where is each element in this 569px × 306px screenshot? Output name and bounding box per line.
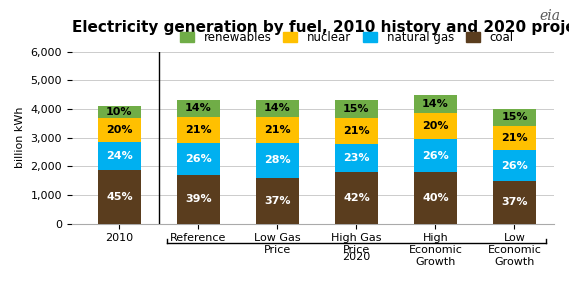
Text: 15%: 15%: [501, 112, 527, 122]
Text: 15%: 15%: [343, 104, 370, 114]
Bar: [493, 181, 536, 224]
Bar: [493, 151, 536, 181]
Text: 21%: 21%: [264, 125, 291, 135]
Bar: [493, 126, 536, 151]
Text: 14%: 14%: [264, 103, 291, 113]
Text: 28%: 28%: [264, 155, 291, 165]
Bar: [414, 139, 457, 172]
Text: 21%: 21%: [501, 133, 528, 143]
Bar: [176, 143, 220, 175]
Text: 42%: 42%: [343, 193, 370, 203]
Text: 21%: 21%: [343, 126, 370, 136]
Text: 26%: 26%: [501, 161, 528, 170]
Bar: [493, 109, 536, 126]
Text: 20%: 20%: [106, 125, 133, 135]
Text: 39%: 39%: [185, 194, 212, 204]
Text: 45%: 45%: [106, 192, 133, 202]
Bar: [255, 143, 299, 178]
Bar: [335, 118, 378, 144]
Text: 10%: 10%: [106, 107, 133, 118]
Bar: [255, 178, 299, 224]
Text: 21%: 21%: [185, 125, 212, 135]
Bar: [335, 100, 378, 118]
Y-axis label: billion kWh: billion kWh: [15, 107, 25, 168]
Bar: [414, 113, 457, 139]
Legend: renewables, nuclear, natural gas, coal: renewables, nuclear, natural gas, coal: [175, 26, 518, 49]
Text: 26%: 26%: [422, 151, 449, 161]
Bar: [98, 118, 141, 142]
Text: 37%: 37%: [501, 197, 527, 207]
Bar: [414, 95, 457, 113]
Bar: [335, 144, 378, 172]
Text: 40%: 40%: [422, 193, 449, 203]
Bar: [176, 175, 220, 224]
Text: 37%: 37%: [264, 196, 291, 206]
Text: 23%: 23%: [343, 153, 370, 163]
Bar: [255, 117, 299, 143]
Text: 2020: 2020: [343, 252, 370, 262]
Text: 24%: 24%: [106, 151, 133, 161]
Bar: [414, 172, 457, 224]
Text: 20%: 20%: [422, 121, 449, 131]
Bar: [255, 99, 299, 117]
Text: eia: eia: [539, 9, 560, 23]
Text: 26%: 26%: [185, 154, 212, 164]
Text: 14%: 14%: [185, 103, 212, 113]
Bar: [176, 117, 220, 143]
Bar: [98, 106, 141, 118]
Bar: [98, 170, 141, 224]
Text: Electricity generation by fuel, 2010 history and 2020 projection: Electricity generation by fuel, 2010 his…: [72, 20, 569, 35]
Bar: [335, 172, 378, 224]
Text: 14%: 14%: [422, 99, 449, 109]
Bar: [176, 99, 220, 117]
Bar: [98, 142, 141, 170]
